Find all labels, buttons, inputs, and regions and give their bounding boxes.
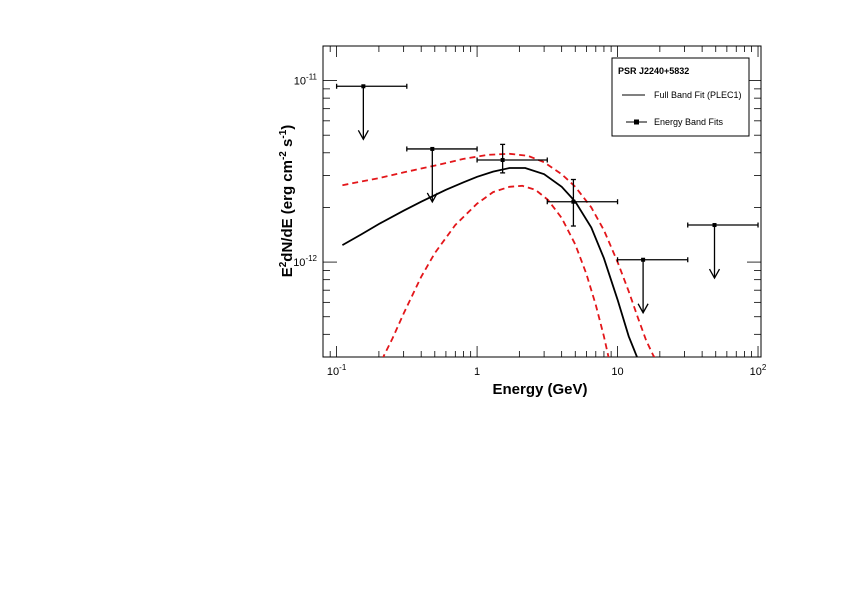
- energy-band-point: [406, 146, 478, 204]
- y-tick-label-base: 10: [293, 257, 305, 269]
- y-tick-label-exponent: -12: [305, 254, 317, 263]
- plot-frame: [322, 45, 762, 358]
- x-axis-title: Energy (GeV): [492, 381, 587, 398]
- y-axis-title-part: s: [279, 139, 296, 152]
- x-tick-label-base: 1: [474, 366, 480, 378]
- upper-bound-curve: [342, 152, 656, 357]
- y-axis-title-superscript: 2: [278, 261, 289, 267]
- x-tick-label-base: 10: [327, 366, 339, 378]
- y-tick-label: 10-11: [294, 73, 318, 88]
- y-axis-title-superscript: -1: [278, 129, 289, 138]
- x-tick-label-base: 10: [750, 366, 762, 378]
- legend-title: PSR J2240+5832: [618, 66, 689, 76]
- lower-bound-curve: [382, 184, 610, 357]
- curves-clip-group: [341, 152, 656, 357]
- upper-limit-arrow-icon: [708, 268, 721, 280]
- legend-entry-label: Full Band Fit (PLEC1): [654, 90, 742, 100]
- plot-frame-layer: [322, 45, 762, 358]
- energy-band-points-layer: [335, 83, 759, 315]
- y-axis-title-superscript: -2: [278, 151, 289, 160]
- x-tick-label: 10: [611, 366, 623, 378]
- y-tick-label-exponent: -11: [306, 73, 318, 82]
- x-tick-label-exponent: -1: [339, 363, 347, 372]
- upper-limit-arrow-icon: [637, 303, 649, 315]
- full-band-fit-curve: [341, 167, 638, 357]
- upper-limit-arrow-icon: [357, 129, 369, 141]
- y-axis-title-part: ): [279, 125, 296, 130]
- legend: PSR J2240+5832 Full Band Fit (PLEC1) Energ…: [611, 57, 750, 137]
- legend-marker-swatch: [634, 119, 639, 125]
- y-tick-label-base: 10: [294, 76, 306, 88]
- upper-limit-arrow-icon: [426, 192, 438, 204]
- energy-band-point: [616, 257, 689, 315]
- y-axis-title-part: dN/dE (erg cm: [279, 160, 296, 262]
- curves-layer: [341, 152, 656, 357]
- x-tick-label: 1: [474, 366, 480, 378]
- legend-entry-label: Energy Band Fits: [654, 117, 724, 127]
- y-axis-title: E2dN/dE (erg cm-2 s-1): [278, 125, 296, 278]
- x-tick-label-exponent: 2: [762, 363, 767, 372]
- x-tick-label: 10-1: [327, 363, 347, 378]
- energy-band-point: [476, 143, 548, 174]
- energy-band-point: [335, 83, 408, 141]
- axis-ticks-layer: [322, 46, 761, 358]
- y-axis-title-part: E: [279, 267, 296, 277]
- x-tick-label-base: 10: [611, 366, 623, 378]
- y-tick-label: 10-12: [293, 254, 317, 269]
- x-tick-label: 102: [750, 363, 767, 378]
- energy-band-point: [546, 178, 619, 227]
- energy-band-point: [687, 222, 759, 280]
